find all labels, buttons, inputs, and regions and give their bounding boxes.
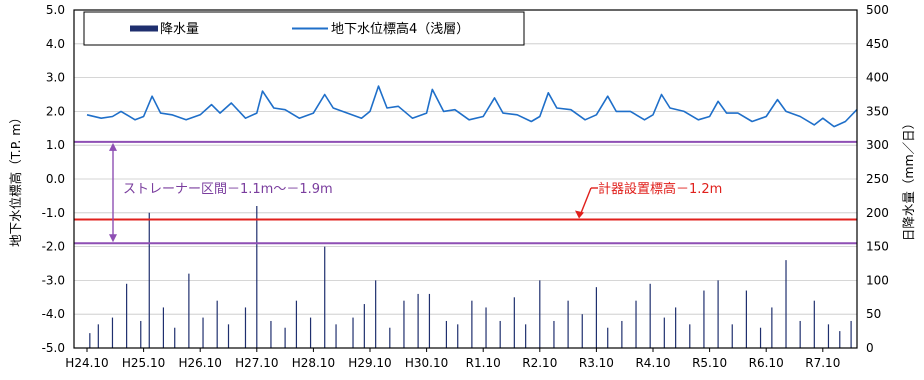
right-tick-label: 500 bbox=[866, 3, 889, 17]
left-tick-label: -3.0 bbox=[42, 273, 65, 287]
left-tick-label: -5.0 bbox=[42, 341, 65, 355]
right-tick-label: 300 bbox=[866, 138, 889, 152]
x-tick-label: R7.10 bbox=[805, 356, 840, 370]
x-tick-label: H26.10 bbox=[179, 356, 222, 370]
left-tick-label: -4.0 bbox=[42, 307, 65, 321]
strainer-annotation: ストレーナー区間－1.1m～－1.9m bbox=[123, 182, 333, 197]
x-tick-label: R3.10 bbox=[579, 356, 614, 370]
x-tick-label: R2.10 bbox=[522, 356, 557, 370]
right-tick-label: 150 bbox=[866, 240, 889, 254]
strainer-arrowhead-top bbox=[109, 142, 117, 151]
x-tick-label: H27.10 bbox=[235, 356, 278, 370]
x-tick-label: H29.10 bbox=[348, 356, 391, 370]
left-tick-label: 2.0 bbox=[46, 104, 65, 118]
legend-label-precip: 降水量 bbox=[160, 22, 199, 37]
right-tick-label: 450 bbox=[866, 37, 889, 51]
x-tick-label: R1.10 bbox=[466, 356, 501, 370]
left-tick-label: 3.0 bbox=[46, 71, 65, 85]
x-tick-label: H24.10 bbox=[65, 356, 108, 370]
left-tick-label: 5.0 bbox=[46, 3, 65, 17]
precipitation-bars bbox=[89, 206, 852, 348]
right-tick-label: 350 bbox=[866, 104, 889, 118]
left-tick-label: -2.0 bbox=[42, 240, 65, 254]
left-axis-title: 地下水位標高（T.P. m） bbox=[8, 111, 23, 247]
instrument-leader bbox=[579, 187, 592, 216]
x-tick-label: H28.10 bbox=[292, 356, 335, 370]
legend-swatch-precip bbox=[130, 25, 158, 32]
groundwater-level-series bbox=[86, 85, 858, 128]
right-axis-title: 日降水量（mm／日） bbox=[901, 117, 916, 241]
legend-label-level: 地下水位標高4（浅層） bbox=[331, 21, 469, 37]
instrument-annotation: 計器設置標高－1.2m bbox=[598, 181, 722, 197]
x-tick-label: R6.10 bbox=[749, 356, 784, 370]
left-tick-label: 4.0 bbox=[46, 37, 65, 51]
right-tick-label: 100 bbox=[866, 273, 889, 287]
left-tick-label: 1.0 bbox=[46, 138, 65, 152]
left-axis-ticks: 5.0 4.0 3.0 2.0 1.0 0.0 -1.0 -2.0 -3.0 -4.0 -5.0 bbox=[42, 3, 65, 355]
annotations: ストレーナー区間－1.1m～－1.9m 計器設置標高－1.2m bbox=[123, 181, 722, 197]
right-tick-label: 400 bbox=[866, 71, 889, 85]
x-axis-ticks: H24.10 H25.10 H26.10 H27.10 H28.10 H29.10 H30.… bbox=[65, 348, 840, 370]
plot-frame bbox=[73, 9, 858, 349]
right-tick-label: 250 bbox=[866, 172, 889, 186]
x-tick-label: H25.10 bbox=[122, 356, 165, 370]
right-tick-label: 50 bbox=[866, 307, 881, 321]
right-tick-label: 0 bbox=[866, 341, 874, 355]
right-tick-label: 200 bbox=[866, 206, 889, 220]
x-tick-label: H30.10 bbox=[405, 356, 448, 370]
instrument-arrowhead bbox=[575, 210, 584, 219]
x-tick-label: R4.10 bbox=[635, 356, 670, 370]
legend: 降水量 地下水位標高4（浅層） bbox=[83, 11, 525, 46]
strainer-arrowhead-bottom bbox=[109, 234, 117, 243]
grid-lines bbox=[74, 9, 857, 349]
reference-lines bbox=[74, 140, 857, 245]
level-line bbox=[86, 85, 858, 128]
left-tick-label: 0.0 bbox=[46, 172, 65, 186]
left-tick-label: -1.0 bbox=[42, 206, 65, 220]
x-tick-label: R5.10 bbox=[692, 356, 727, 370]
